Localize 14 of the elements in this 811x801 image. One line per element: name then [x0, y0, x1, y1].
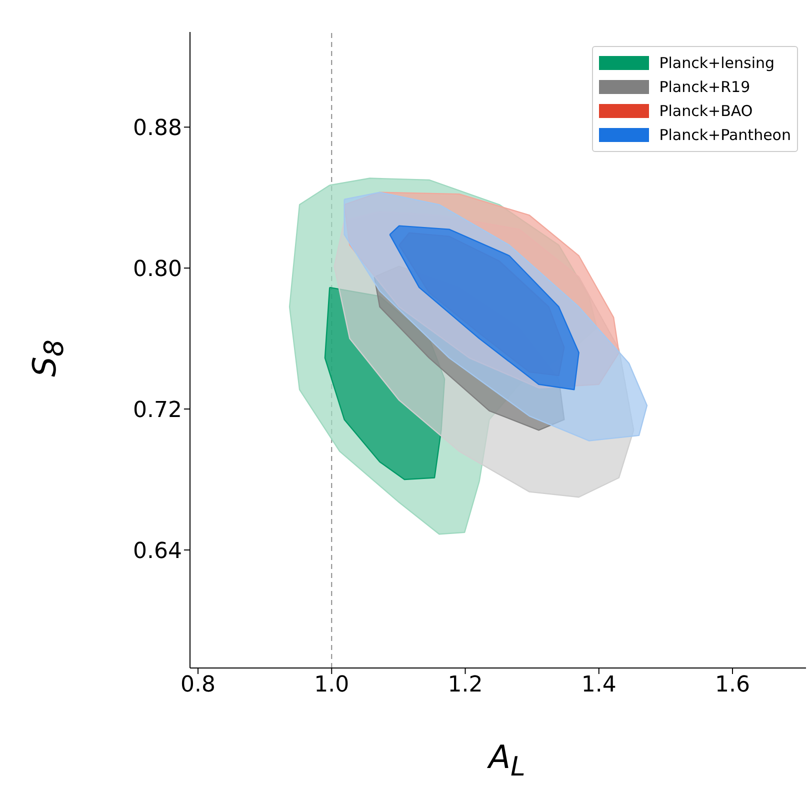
x-tick-label: 0.8: [180, 672, 216, 698]
x-tick-label: 1.2: [448, 672, 483, 698]
y-tick-label: 0.72: [133, 398, 182, 423]
legend-label: Planck+Pantheon: [659, 126, 791, 144]
x-axis-title: A$_{L}$: [486, 738, 526, 782]
x-tick-label: 1.4: [581, 672, 616, 698]
x-tick-label: 1.0: [314, 672, 350, 698]
y-tick-label: 0.80: [133, 256, 182, 282]
legend-label: Planck+lensing: [659, 54, 775, 72]
y-tick-label: 0.64: [133, 538, 182, 564]
legend-label: Planck+BAO: [659, 102, 753, 120]
x-tick-label: 1.6: [715, 672, 750, 698]
legend-label: Planck+R19: [659, 78, 750, 96]
y-tick-label: 0.88: [133, 116, 182, 141]
